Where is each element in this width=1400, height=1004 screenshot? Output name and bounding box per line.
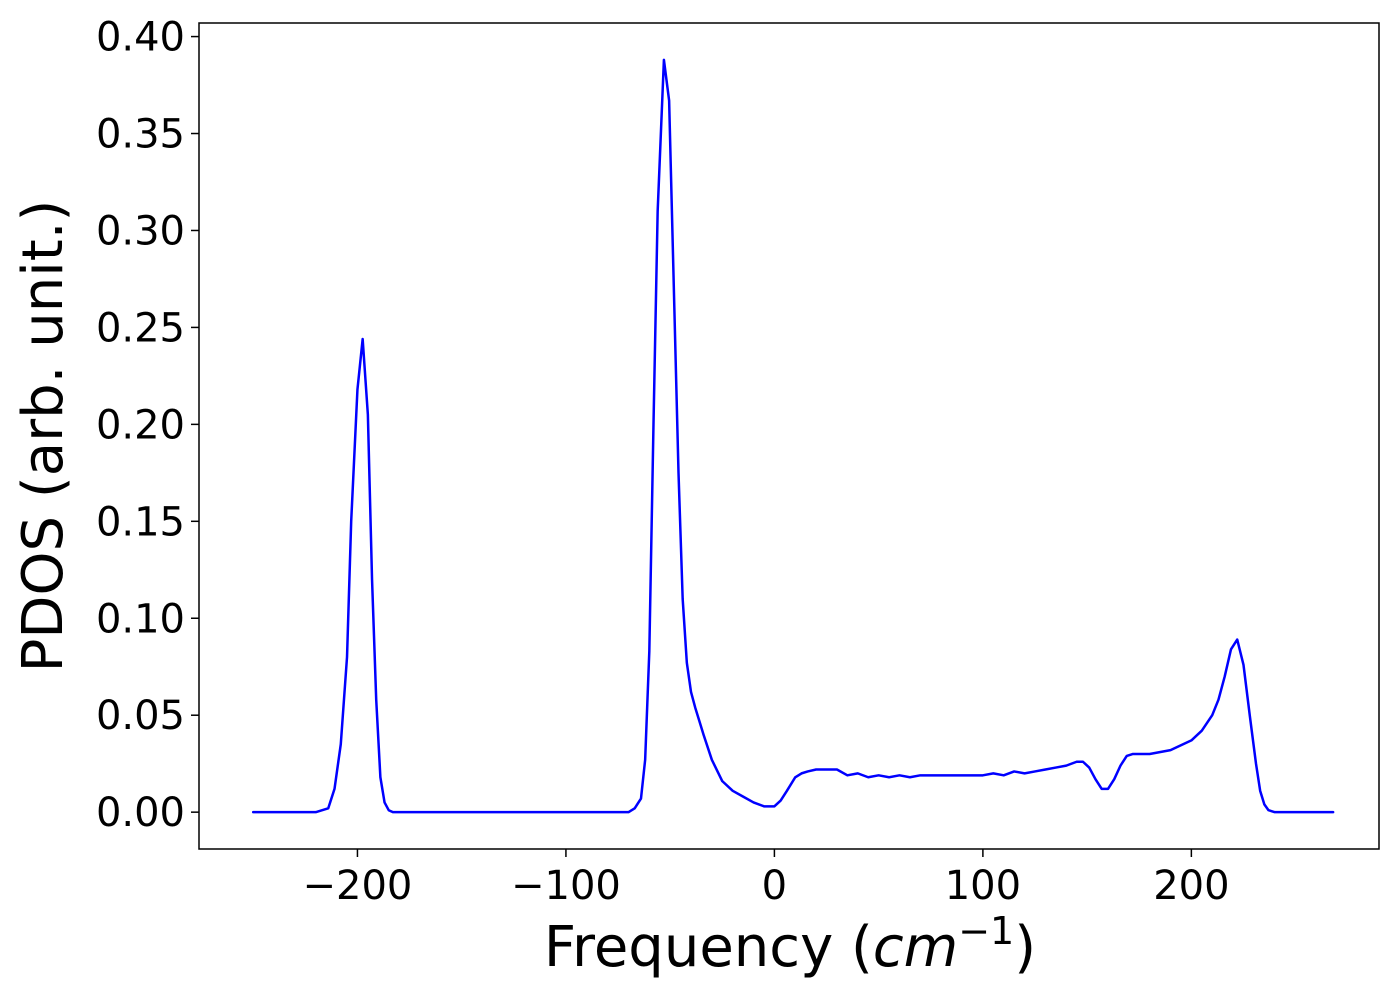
x-axis-label: Frequency (cm−1) bbox=[544, 909, 1036, 980]
plot-frame bbox=[198, 22, 1380, 850]
x-axis-label-main: Frequency ( bbox=[544, 915, 873, 980]
y-tick-label: 0.30 bbox=[96, 208, 185, 254]
x-axis-label-unit: cm bbox=[873, 915, 958, 980]
y-tick-label: 0.10 bbox=[96, 596, 185, 642]
x-axis-label-close: ) bbox=[1014, 915, 1036, 980]
series-line-0 bbox=[251, 58, 1335, 814]
plot-area bbox=[199, 23, 1379, 849]
x-axis-label-exponent: −1 bbox=[958, 909, 1014, 953]
y-tick-label: 0.35 bbox=[96, 112, 185, 158]
x-tick-label: −200 bbox=[303, 863, 413, 909]
x-tick-label: 100 bbox=[945, 863, 1021, 909]
y-tick-label: 0.40 bbox=[96, 15, 185, 61]
y-tick-label: 0.15 bbox=[96, 499, 185, 545]
y-axis-ticks: 0.00 0.05 0.10 0.15 0.20 0.25 0.30 0.35 0.40 bbox=[96, 15, 199, 836]
y-axis-label: PDOS (arb. unit.) bbox=[11, 200, 76, 673]
series-layer bbox=[251, 58, 1335, 814]
y-tick-label: 0.25 bbox=[96, 305, 185, 351]
x-tick-label: −100 bbox=[511, 863, 621, 909]
x-tick-label: 0 bbox=[762, 863, 787, 909]
y-tick-label: 0.05 bbox=[96, 693, 185, 739]
x-axis-ticks: −200 −100 0 100 200 bbox=[303, 849, 1230, 909]
y-tick-label: 0.00 bbox=[96, 790, 185, 836]
x-tick-label: 200 bbox=[1153, 863, 1229, 909]
y-tick-label: 0.20 bbox=[96, 402, 185, 448]
